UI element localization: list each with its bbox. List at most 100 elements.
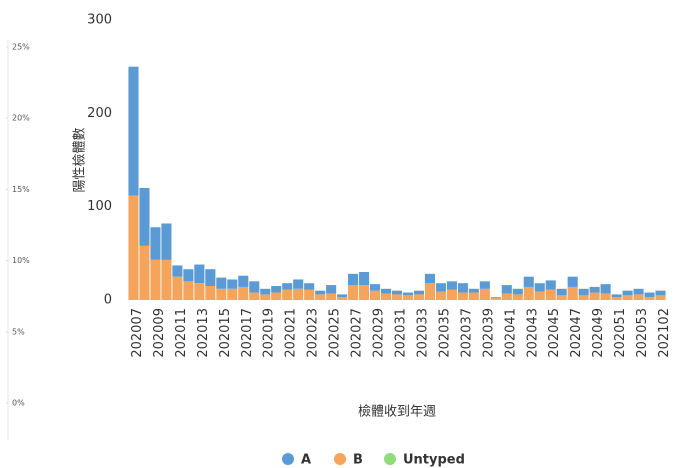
bar-segment [424, 273, 435, 284]
bar-segment [468, 288, 479, 293]
x-tick-label: 202031 [394, 308, 409, 358]
bar-segment [435, 283, 446, 292]
y-tick-label: 200 [87, 106, 112, 121]
bar-segment [655, 295, 666, 300]
bar-segment [304, 289, 315, 300]
bar-segment [567, 276, 578, 287]
bar-segment [402, 292, 414, 296]
bar-segment [260, 294, 271, 300]
bar-segment [194, 283, 205, 300]
x-tick-label: 202045 [547, 308, 562, 358]
bar-segment [380, 288, 392, 294]
bar-segment [238, 275, 249, 287]
x-tick-label: 202051 [613, 308, 628, 358]
bar-segment [556, 288, 567, 296]
bar-segment [216, 288, 227, 300]
y-tick-label: 100 [87, 199, 112, 214]
bar-segment [534, 283, 545, 292]
bar-segment [490, 298, 501, 300]
bar-segment [348, 273, 359, 286]
x-tick-label: 202033 [415, 308, 430, 358]
bar-segment [150, 259, 161, 300]
bar-segment [622, 290, 633, 296]
bar-segment [391, 294, 403, 300]
bar-segment [435, 291, 446, 300]
bar-segment [337, 294, 348, 298]
bar-segment [391, 290, 403, 295]
x-tick-label: 202025 [328, 308, 343, 358]
bar-segment [326, 293, 337, 300]
bar-segment [479, 288, 490, 300]
bar-segment [282, 283, 293, 290]
bar-segment [501, 293, 512, 300]
bar-segment [424, 283, 435, 300]
bar-segment [205, 269, 216, 286]
bar-segment [413, 294, 425, 300]
legend-label: B [353, 453, 363, 468]
bar-segment [183, 281, 194, 300]
bar-segment [512, 288, 523, 295]
bar-segment [348, 285, 359, 300]
bar-segment [402, 295, 414, 300]
legend-label: A [301, 453, 311, 468]
bar-segment [380, 293, 392, 300]
bar-segment [139, 188, 150, 246]
bar-segment [413, 290, 425, 295]
bar-segment [457, 292, 468, 300]
bar-segment [315, 294, 326, 300]
y2-axis: 0% 5% 10% 15% 20% 25% [6, 43, 30, 408]
bar-segment [512, 294, 523, 300]
y-tick-label: 0 [104, 293, 112, 308]
bar-segment [249, 292, 260, 300]
x-tick-label: 202015 [218, 308, 233, 358]
bar-segment [534, 291, 545, 300]
y2-tick-label: 15% [12, 185, 30, 194]
bar-segment [633, 288, 644, 295]
bar-segment [227, 288, 238, 300]
x-axis-label: 檢體收到年週 [358, 404, 436, 420]
bar-segment [501, 285, 512, 294]
x-tick-label: 202102 [657, 308, 672, 358]
bar-segment [622, 295, 633, 300]
bar-segment [446, 289, 457, 300]
bar-segment [655, 290, 666, 296]
bar-segment [589, 286, 600, 293]
bar-segment [611, 297, 622, 300]
bar-segment [293, 288, 304, 300]
bar-segment [249, 281, 260, 293]
bar-segment [326, 285, 337, 294]
x-tick-label: 202043 [525, 308, 540, 358]
y2-tick-label: 5% [12, 327, 25, 336]
bar-segment [457, 283, 468, 293]
bar-segment [304, 283, 315, 290]
x-tick-label: 202023 [306, 308, 321, 358]
bar-segment [161, 259, 172, 300]
bar-segment [194, 264, 205, 284]
bar-segment [128, 195, 139, 300]
bar-segment [238, 286, 249, 300]
bar-segment [589, 292, 600, 300]
bar-segment [567, 286, 578, 300]
x-tick-label: 202039 [481, 308, 496, 358]
bar-segment [139, 245, 150, 300]
bar-segment [359, 272, 370, 286]
legend-label: Untyped [403, 453, 465, 468]
bar-segment [523, 286, 534, 300]
x-tick-label: 202037 [459, 308, 474, 358]
bar-segment [216, 277, 227, 289]
bar-segment [282, 289, 293, 300]
bar-segment [556, 295, 567, 300]
bar-segment [161, 223, 172, 260]
bar-segment [468, 292, 479, 300]
bar-segment [490, 297, 501, 299]
y2-tick-label: 20% [12, 114, 30, 123]
bar-segment [293, 279, 304, 289]
y2-tick-label: 0% [12, 399, 25, 408]
bar-segment [359, 285, 370, 300]
bar-segment [633, 294, 644, 300]
bar-segment [523, 276, 534, 287]
bar-segment [369, 284, 381, 291]
bar-segment [183, 269, 194, 282]
legend-marker [334, 453, 346, 465]
